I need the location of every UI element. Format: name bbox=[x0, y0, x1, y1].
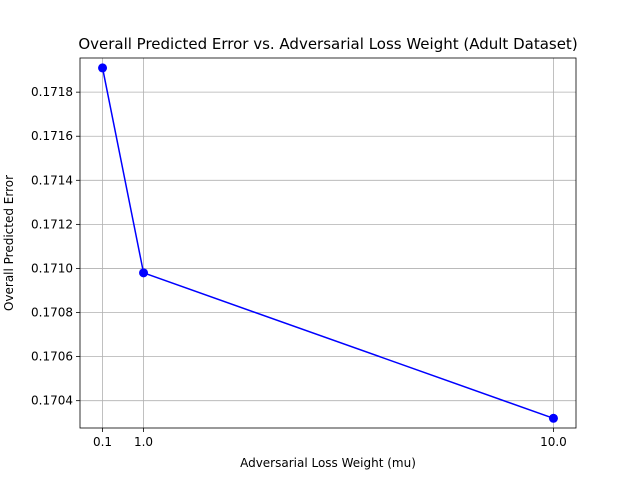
y-tick-label: 0.1718 bbox=[31, 85, 73, 99]
chart-title: Overall Predicted Error vs. Adversarial … bbox=[78, 35, 577, 53]
data-point-marker bbox=[139, 268, 149, 278]
y-tick-label: 0.1706 bbox=[31, 350, 73, 364]
tick-layer: 0.1 1.0 10.0 0.1704 0.1706 0.1708 0.1710 0.1712… bbox=[31, 85, 567, 449]
y-tick-label: 0.1712 bbox=[31, 217, 73, 231]
x-axis-label: Adversarial Loss Weight (mu) bbox=[240, 456, 416, 470]
y-axis-label: Overall Predicted Error bbox=[2, 175, 16, 311]
y-tick-label: 0.1710 bbox=[31, 261, 73, 275]
x-tick-label: 10.0 bbox=[540, 435, 567, 449]
plot-frame bbox=[79, 57, 577, 429]
data-point-marker bbox=[98, 63, 108, 73]
y-tick-label: 0.1716 bbox=[31, 129, 73, 143]
x-tick-label: 0.1 bbox=[93, 435, 112, 449]
y-tick-label: 0.1714 bbox=[31, 173, 73, 187]
data-point-marker bbox=[548, 413, 558, 423]
y-tick-label: 0.1708 bbox=[31, 306, 73, 320]
y-tick-label: 0.1704 bbox=[31, 394, 73, 408]
series-layer bbox=[98, 63, 558, 423]
grid-layer bbox=[80, 58, 576, 428]
x-tick-label: 1.0 bbox=[134, 435, 153, 449]
